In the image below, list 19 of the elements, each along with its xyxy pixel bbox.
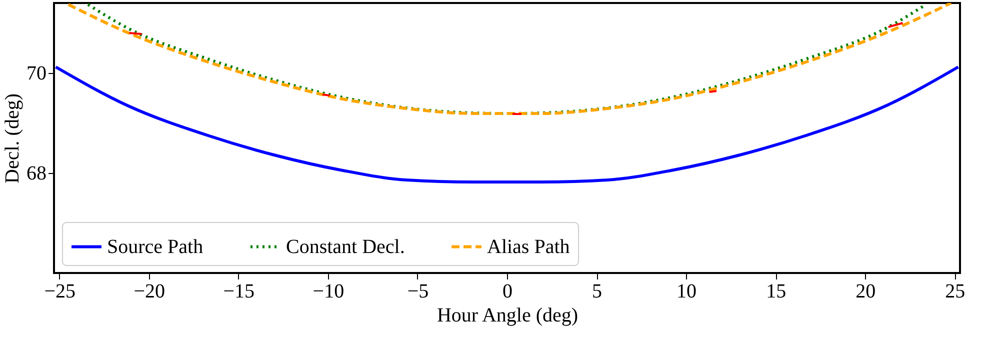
legend-label: Alias Path bbox=[487, 236, 570, 258]
x-tick-label: 10 bbox=[676, 280, 697, 302]
x-tick-label: −10 bbox=[312, 280, 344, 302]
x-tick-label: −15 bbox=[223, 280, 255, 302]
x-tick-label: 25 bbox=[945, 280, 966, 302]
y-tick-label: 68 bbox=[26, 162, 46, 184]
x-tick-label: 0 bbox=[502, 280, 512, 302]
y-tick-label: 70 bbox=[26, 62, 46, 84]
x-tick-label: −5 bbox=[407, 280, 429, 302]
x-tick-label: 20 bbox=[856, 280, 876, 302]
x-tick-label: −25 bbox=[44, 280, 76, 302]
x-axis-title: Hour Angle (deg) bbox=[436, 304, 578, 326]
x-tick-label: 5 bbox=[592, 280, 602, 302]
y-axis-title: Decl. (deg) bbox=[2, 94, 24, 184]
x-tick-label: 15 bbox=[766, 280, 786, 302]
legend-label: Constant Decl. bbox=[286, 236, 405, 258]
x-tick-label: −20 bbox=[134, 280, 166, 302]
line-series bbox=[54, 66, 960, 184]
legend-label: Source Path bbox=[107, 236, 204, 258]
